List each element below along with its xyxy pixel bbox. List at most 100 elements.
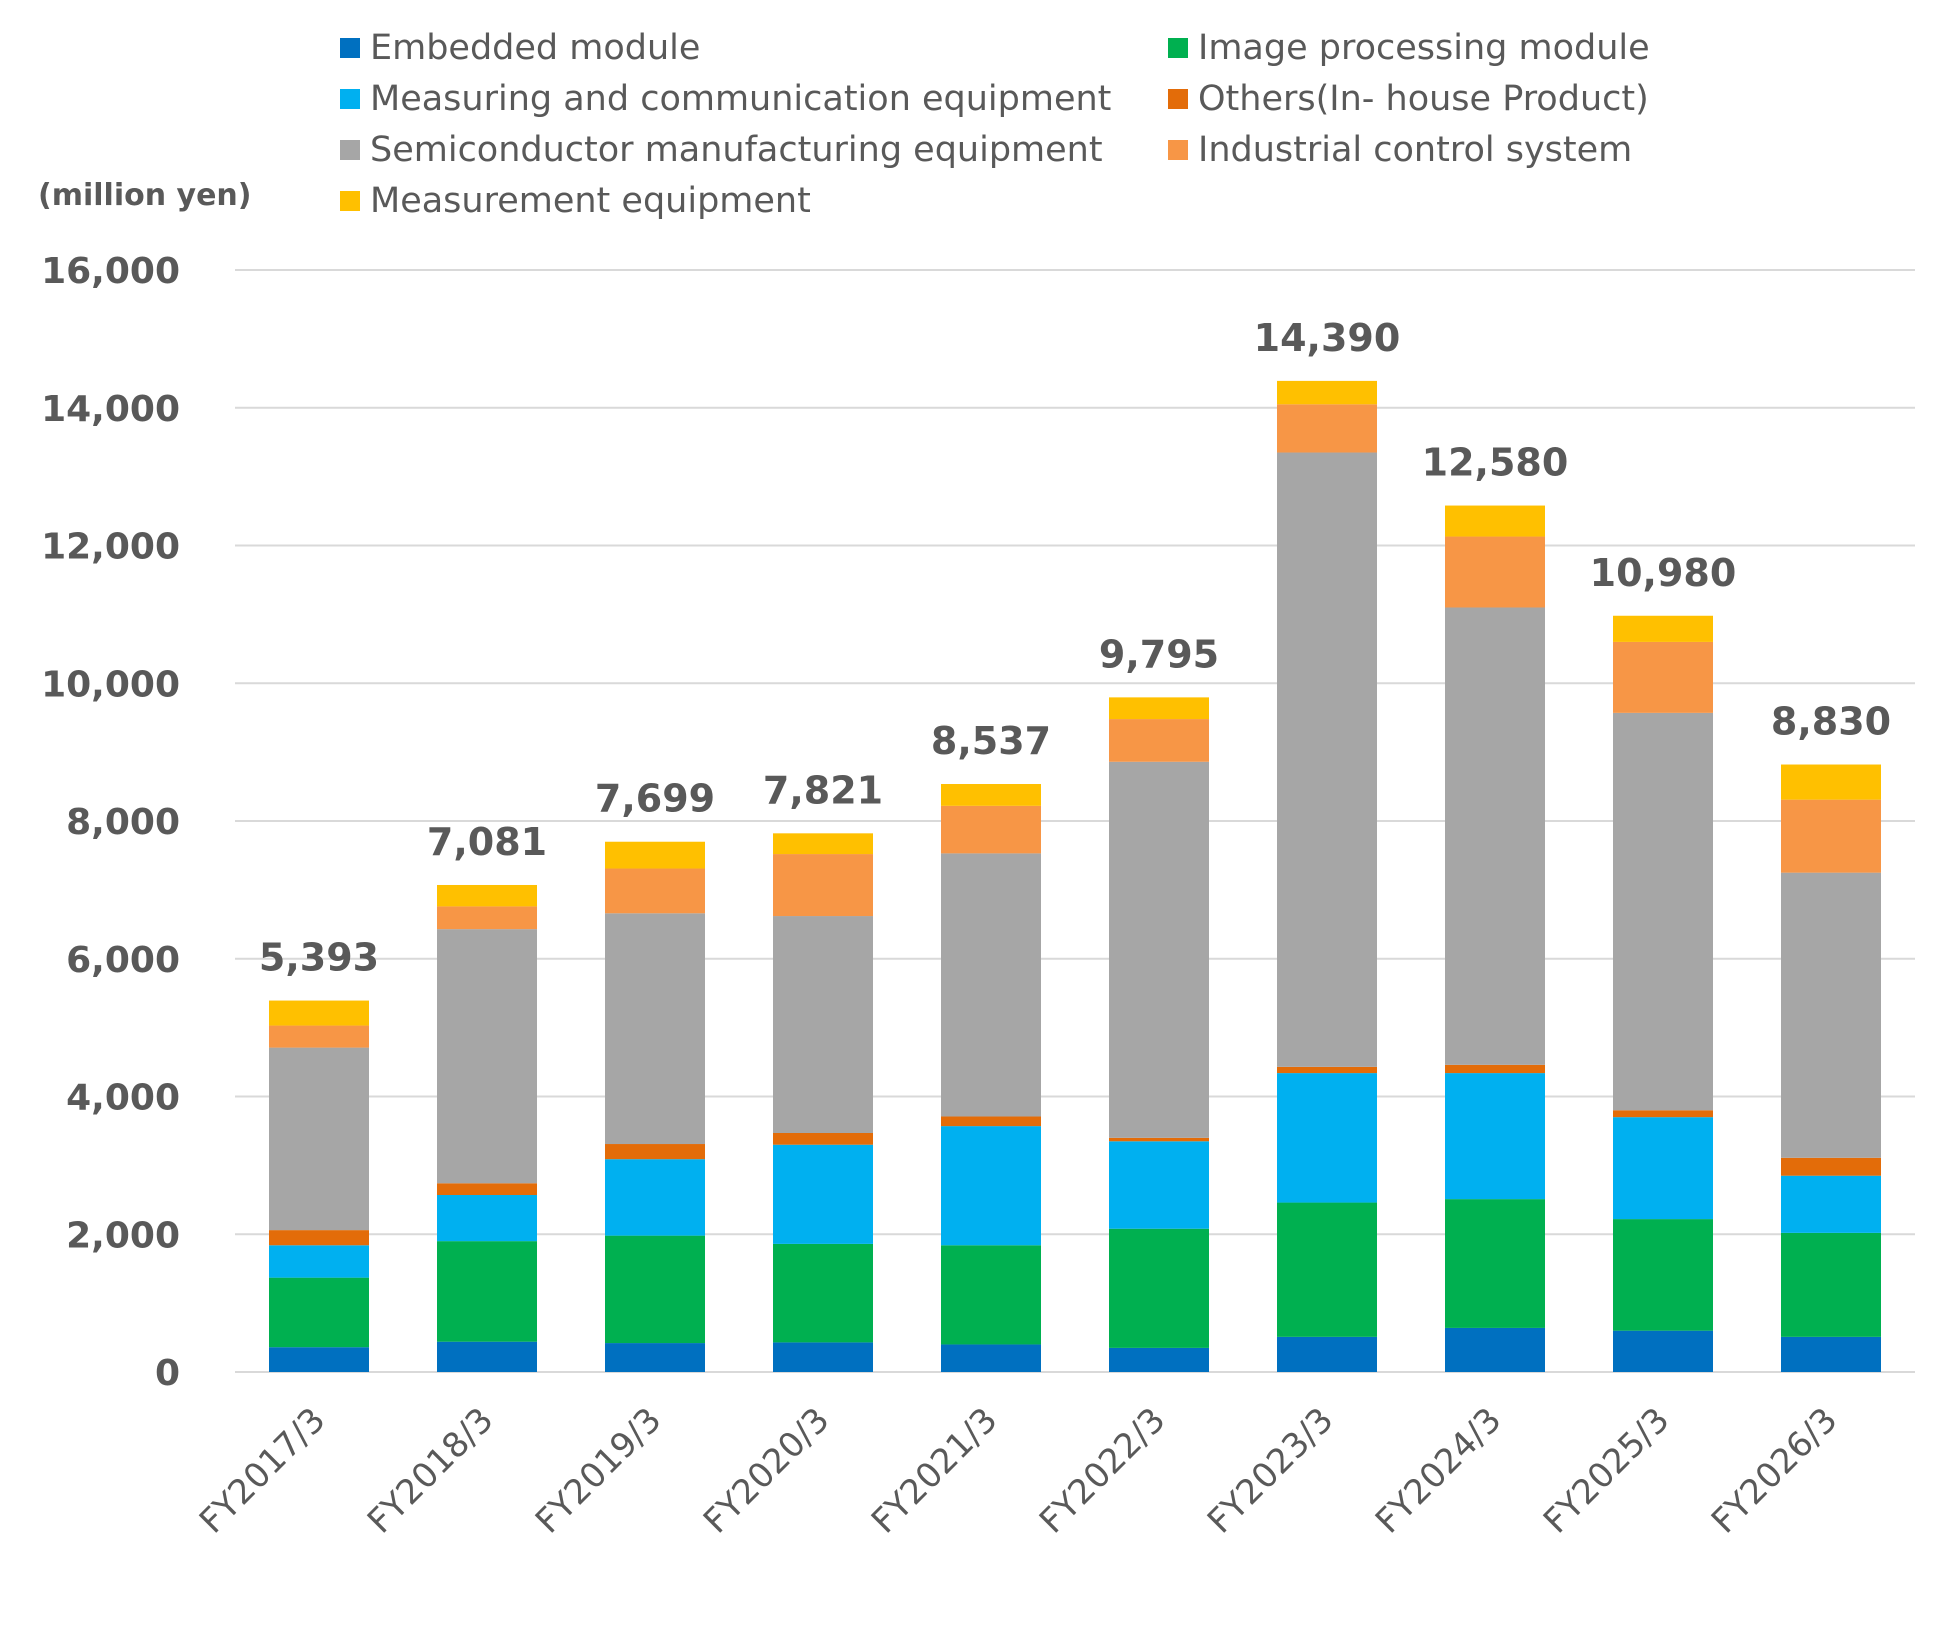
bar-segment xyxy=(941,784,1041,806)
bar-segment xyxy=(773,833,873,855)
bar-total-label: 12,580 xyxy=(1422,441,1569,485)
legend-swatch xyxy=(340,89,360,109)
bar-segment xyxy=(605,1343,705,1372)
legend-item-industrial-control: Industrial control system xyxy=(1168,130,1632,170)
bar-segment xyxy=(605,1159,705,1236)
bar-total-label: 5,393 xyxy=(259,936,379,980)
bar-segment xyxy=(437,1183,537,1195)
bar-segment xyxy=(1445,505,1545,537)
x-tick-label: FY2019/3 xyxy=(528,1400,669,1541)
bar-segment xyxy=(773,1342,873,1372)
bar-segment xyxy=(1109,1141,1209,1229)
legend-item-image-processing-module: Image processing module xyxy=(1168,28,1650,68)
bar-segment xyxy=(1277,1073,1377,1203)
bar-total-label: 8,537 xyxy=(931,719,1051,763)
x-tick-label: FY2022/3 xyxy=(1032,1400,1173,1541)
bar-segment xyxy=(1613,1117,1713,1220)
bar-segment xyxy=(1781,764,1881,800)
bar-segment xyxy=(1613,1219,1713,1331)
bar-segment xyxy=(269,1047,369,1231)
bar-segment xyxy=(437,1341,537,1372)
bar-segment xyxy=(605,841,705,869)
bar-segment xyxy=(1445,1199,1545,1328)
bar-total-label: 10,980 xyxy=(1590,551,1737,595)
bar-total-label: 7,699 xyxy=(595,777,715,821)
bar-segment xyxy=(1445,607,1545,1065)
bar-segment xyxy=(605,1235,705,1344)
legend-label: Industrial control system xyxy=(1198,130,1633,170)
legend-swatch xyxy=(1168,89,1188,109)
bar-total-label: 14,390 xyxy=(1254,316,1401,360)
bar-segment xyxy=(941,1126,1041,1246)
bar-segment xyxy=(941,805,1041,854)
bar-segment xyxy=(773,1133,873,1145)
bar-segment xyxy=(1109,697,1209,720)
bar-segment xyxy=(1109,1137,1209,1142)
bar-segment xyxy=(1613,1330,1713,1372)
bar-segment xyxy=(1781,1175,1881,1233)
bar-segment xyxy=(1781,799,1881,873)
legend-swatch xyxy=(340,140,360,160)
bar-segment xyxy=(1277,404,1377,453)
legend-label: Measurement equipment xyxy=(370,181,811,221)
x-tick-label: FY2024/3 xyxy=(1368,1400,1509,1541)
legend-swatch xyxy=(1168,38,1188,58)
bar-segment xyxy=(1445,1064,1545,1074)
bar-segment xyxy=(1781,872,1881,1158)
legend-item-embedded-module: Embedded module xyxy=(340,28,700,68)
bar-segment xyxy=(1781,1157,1881,1176)
bar-segment xyxy=(773,854,873,917)
legend-label: Semiconductor manufacturing equipment xyxy=(370,130,1103,170)
bar-segment xyxy=(269,1245,369,1278)
chart-legend: Embedded module Image processing module … xyxy=(340,28,1760,233)
bar-total-label: 7,821 xyxy=(763,768,883,812)
bar-segment xyxy=(1277,1202,1377,1337)
bar-segment xyxy=(437,884,537,907)
y-tick-label: 16,000 xyxy=(41,251,180,292)
bar-segment xyxy=(773,1144,873,1244)
y-tick-label: 2,000 xyxy=(66,1215,180,1256)
legend-label: Others(In- house Product) xyxy=(1198,79,1649,119)
bar-segment xyxy=(269,1000,369,1026)
bar-segment xyxy=(1445,1073,1545,1200)
bar-total-label: 7,081 xyxy=(427,820,547,864)
legend-swatch xyxy=(340,38,360,58)
bar-segment xyxy=(1613,615,1713,642)
bar-segment xyxy=(1613,1110,1713,1118)
bar-segment xyxy=(1613,712,1713,1111)
bar-segment xyxy=(1277,452,1377,1067)
x-tick-label: FY2017/3 xyxy=(192,1400,333,1541)
bar-segment xyxy=(269,1230,369,1246)
y-tick-label: 0 xyxy=(155,1353,180,1394)
bar-total-label: 8,830 xyxy=(1771,700,1891,744)
bar-segment xyxy=(773,1243,873,1343)
legend-label: Measuring and communication equipment xyxy=(370,79,1112,119)
bar-segment xyxy=(605,868,705,914)
bar-segment xyxy=(269,1277,369,1348)
bar-segment xyxy=(1613,641,1713,713)
legend-item-measuring-communication: Measuring and communication equipment xyxy=(340,79,1111,119)
bar-segment xyxy=(437,1241,537,1342)
bar-total-label: 9,795 xyxy=(1099,632,1219,676)
bar-segment xyxy=(1109,1347,1209,1372)
y-tick-label: 6,000 xyxy=(66,940,180,981)
bar-segment xyxy=(437,929,537,1184)
bar-segment xyxy=(269,1347,369,1372)
y-tick-label: 4,000 xyxy=(66,1078,180,1119)
bar-segment xyxy=(437,1194,537,1242)
legend-label: Image processing module xyxy=(1198,28,1650,68)
y-tick-label: 12,000 xyxy=(41,527,180,568)
x-tick-label: FY2023/3 xyxy=(1200,1400,1341,1541)
legend-item-others: Others(In- house Product) xyxy=(1168,79,1649,119)
y-tick-label: 8,000 xyxy=(66,802,180,843)
legend-item-measurement-equipment: Measurement equipment xyxy=(340,181,811,221)
bar-segment xyxy=(941,1344,1041,1372)
bar-segment xyxy=(269,1025,369,1048)
bar-segment xyxy=(605,1144,705,1160)
x-tick-label: FY2025/3 xyxy=(1536,1400,1677,1541)
bar-segment xyxy=(941,853,1041,1117)
bar-segment xyxy=(1781,1336,1881,1372)
y-tick-label: 10,000 xyxy=(41,664,180,705)
y-axis-unit-label: (million yen) xyxy=(38,178,252,213)
